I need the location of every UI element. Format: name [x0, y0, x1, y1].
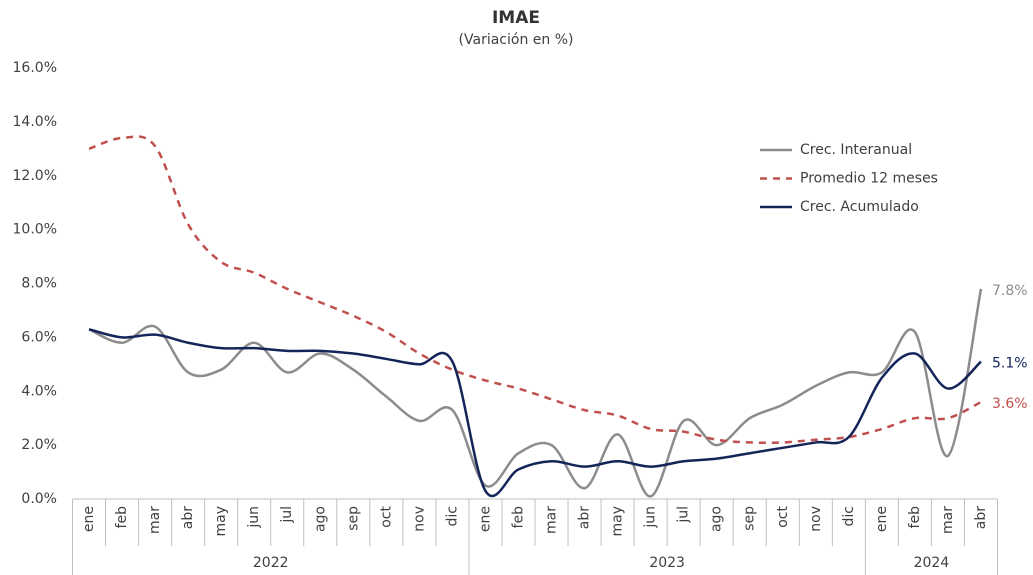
y-tick-label: 8.0%	[21, 276, 57, 292]
x-tick-label: ene	[874, 506, 890, 532]
y-tick-label: 4.0%	[21, 383, 57, 399]
x-tick-label: mar	[940, 506, 956, 534]
x-tick-label: ene	[81, 506, 97, 532]
x-tick-label: sep	[345, 506, 361, 531]
x-tick-label: sep	[742, 506, 758, 531]
x-tick-label: ago	[312, 506, 328, 532]
x-tick-label: may	[610, 506, 626, 537]
x-tick-label: dic	[841, 506, 857, 526]
x-tick-label: oct	[378, 506, 394, 528]
x-tick-label: jul	[676, 506, 692, 524]
legend-label: Crec. Interanual	[800, 142, 912, 158]
value-label: 7.8%	[992, 283, 1028, 299]
x-tick-label: abr	[180, 506, 196, 529]
y-tick-label: 16.0%	[13, 60, 57, 76]
x-tick-label: ene	[477, 506, 493, 532]
chart-title: IMAE	[492, 8, 540, 28]
y-tick-label: 2.0%	[21, 437, 57, 453]
x-tick-label: abr	[577, 506, 593, 529]
group-label: 2023	[649, 555, 685, 571]
x-tick-label: feb	[114, 506, 130, 529]
x-tick-label: feb	[907, 506, 923, 529]
value-label: 3.6%	[992, 396, 1028, 412]
x-tick-label: abr	[973, 506, 989, 529]
y-tick-label: 12.0%	[13, 168, 57, 184]
group-label: 2024	[914, 555, 950, 571]
x-tick-label: mar	[544, 506, 560, 534]
chart-subtitle: (Variación en %)	[459, 32, 574, 48]
x-tick-label: dic	[444, 506, 460, 526]
legend-label: Crec. Acumulado	[800, 199, 919, 215]
x-tick-label: oct	[775, 506, 791, 528]
x-tick-label: ago	[709, 506, 725, 532]
x-tick-label: jun	[643, 506, 659, 529]
x-tick-label: nov	[411, 506, 427, 532]
y-tick-label: 6.0%	[21, 329, 57, 345]
x-tick-label: mar	[147, 506, 163, 534]
x-tick-label: jul	[279, 506, 295, 524]
x-tick-label: feb	[510, 506, 526, 529]
series-line	[88, 328, 982, 498]
x-tick-label: jun	[246, 506, 262, 529]
x-tick-label: nov	[808, 506, 824, 532]
value-label: 5.1%	[992, 356, 1028, 372]
y-tick-label: 14.0%	[13, 114, 57, 130]
group-label: 2022	[253, 555, 289, 571]
x-tick-label: may	[213, 506, 229, 537]
series-line	[88, 288, 983, 498]
y-tick-label: 10.0%	[13, 222, 57, 238]
legend-label: Promedio 12 meses	[800, 171, 938, 187]
y-tick-label: 0.0%	[21, 491, 57, 507]
